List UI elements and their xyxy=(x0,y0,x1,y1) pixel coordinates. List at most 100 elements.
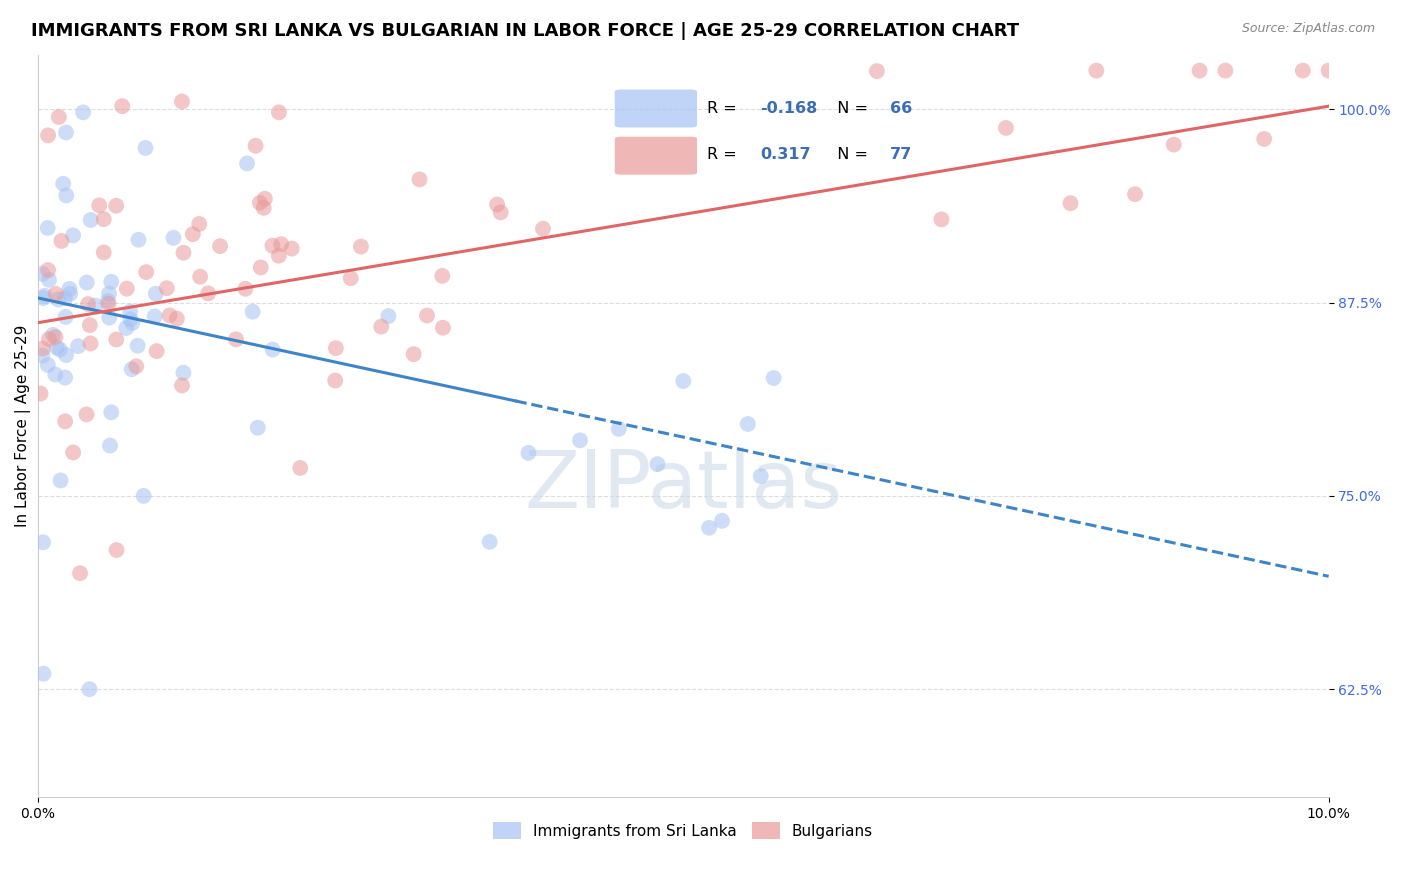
Point xyxy=(432,320,454,334)
Point xyxy=(1085,63,1108,78)
Point xyxy=(84,299,107,313)
Point xyxy=(1215,63,1237,78)
Point xyxy=(38,273,60,287)
Point xyxy=(697,521,720,535)
Point xyxy=(132,489,155,503)
Point xyxy=(290,461,312,475)
Point xyxy=(37,263,59,277)
Point xyxy=(145,344,167,359)
Text: R =: R = xyxy=(707,147,747,162)
Point xyxy=(432,268,454,283)
Point xyxy=(159,309,181,323)
Point xyxy=(59,286,82,301)
Point xyxy=(120,304,142,318)
Point xyxy=(55,188,77,202)
Point xyxy=(44,330,66,344)
Point xyxy=(32,291,55,305)
Point xyxy=(188,217,211,231)
Point xyxy=(1123,187,1146,202)
Point xyxy=(55,348,77,362)
Point xyxy=(76,408,98,422)
Point xyxy=(245,138,267,153)
Point xyxy=(253,192,276,206)
Point xyxy=(31,349,53,363)
Point xyxy=(489,205,512,219)
Point xyxy=(76,276,98,290)
Point xyxy=(280,242,302,256)
Point xyxy=(53,292,76,306)
Point xyxy=(48,110,70,124)
Point xyxy=(42,327,65,342)
Point xyxy=(49,474,72,488)
Text: N =: N = xyxy=(827,147,873,162)
Point xyxy=(181,227,204,242)
Text: 77: 77 xyxy=(890,147,912,162)
Point xyxy=(1059,196,1081,211)
Point xyxy=(67,339,90,353)
Point xyxy=(45,341,67,355)
Point xyxy=(79,318,101,333)
Point xyxy=(98,439,121,453)
Point xyxy=(121,316,143,330)
Point xyxy=(197,286,219,301)
Point xyxy=(79,682,101,697)
Point xyxy=(120,312,142,326)
Point xyxy=(569,434,592,448)
Text: Source: ZipAtlas.com: Source: ZipAtlas.com xyxy=(1241,22,1375,36)
Point xyxy=(323,374,346,388)
Point xyxy=(339,271,361,285)
Point xyxy=(55,126,77,140)
Point xyxy=(115,321,138,335)
Point xyxy=(1163,137,1185,152)
Point xyxy=(262,238,284,252)
Point xyxy=(994,120,1017,135)
Point xyxy=(325,341,347,355)
Point xyxy=(62,445,84,459)
Point xyxy=(170,95,193,109)
Text: IMMIGRANTS FROM SRI LANKA VS BULGARIAN IN LABOR FORCE | AGE 25-29 CORRELATION CH: IMMIGRANTS FROM SRI LANKA VS BULGARIAN I… xyxy=(31,22,1019,40)
Point xyxy=(156,281,179,295)
Point xyxy=(253,201,276,215)
Text: -0.168: -0.168 xyxy=(761,101,817,116)
Point xyxy=(53,414,76,428)
Point xyxy=(51,234,73,248)
Point xyxy=(100,405,122,419)
Point xyxy=(58,282,80,296)
Point xyxy=(98,286,121,301)
Point xyxy=(135,265,157,279)
Point xyxy=(170,378,193,392)
Text: N =: N = xyxy=(827,101,873,116)
Point xyxy=(69,566,91,581)
Point xyxy=(105,333,128,347)
Point xyxy=(749,469,772,483)
Point xyxy=(1292,63,1315,78)
Point xyxy=(145,286,167,301)
Point xyxy=(517,446,540,460)
Point xyxy=(209,239,232,253)
Point xyxy=(31,267,53,281)
Point xyxy=(72,105,94,120)
Point xyxy=(121,362,143,376)
Point xyxy=(37,358,59,372)
Point xyxy=(55,310,77,324)
Point xyxy=(166,311,188,326)
Point xyxy=(105,543,128,558)
Point xyxy=(225,332,247,346)
Point xyxy=(408,172,430,186)
Point xyxy=(162,231,184,245)
Text: 66: 66 xyxy=(890,101,912,116)
Point xyxy=(647,457,669,471)
Point xyxy=(1188,63,1211,78)
Point xyxy=(370,319,392,334)
Point xyxy=(1253,132,1275,146)
Point xyxy=(486,197,509,211)
Point xyxy=(93,212,115,227)
Point xyxy=(37,221,59,235)
Point xyxy=(77,297,100,311)
Point xyxy=(931,212,953,227)
Point xyxy=(350,239,373,253)
Text: 0.317: 0.317 xyxy=(761,147,811,162)
Y-axis label: In Labor Force | Age 25-29: In Labor Force | Age 25-29 xyxy=(15,325,31,527)
Point xyxy=(402,347,425,361)
Point xyxy=(270,237,292,252)
